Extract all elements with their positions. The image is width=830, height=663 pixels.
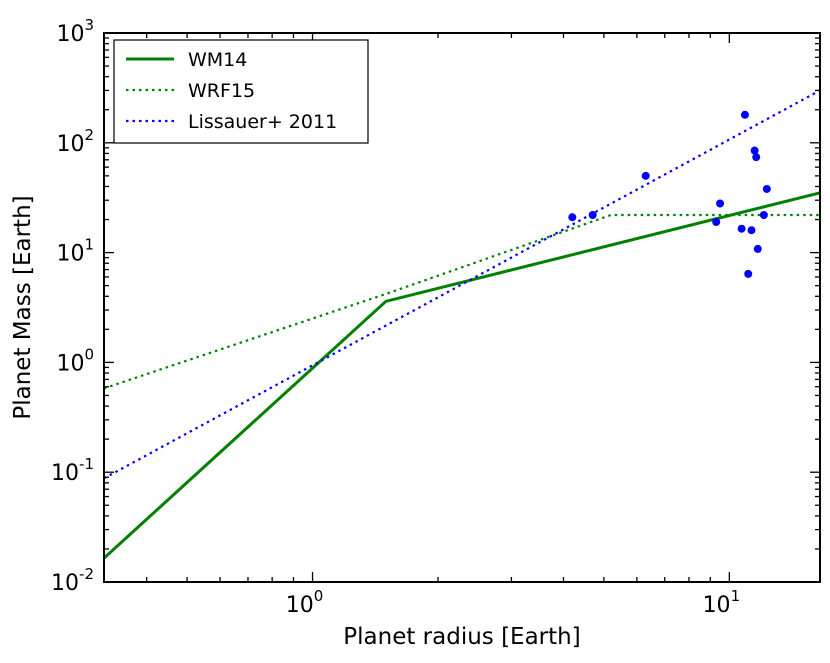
y-tick-label: 101: [56, 236, 94, 267]
scatter-point: [753, 244, 762, 253]
legend-box: [113, 39, 369, 144]
scatter-point: [750, 146, 759, 155]
y-tick-label: 103: [56, 16, 94, 47]
plot-area: [104, 89, 820, 560]
scatter-point: [740, 110, 749, 119]
plot-frame: [103, 32, 821, 583]
scatter-point: [716, 199, 725, 208]
series-line-wrf15: [104, 213, 820, 390]
x-axis-label: Planet radius [Earth]: [343, 624, 580, 650]
scatter-point: [641, 171, 650, 180]
y-tick-label: 10-1: [51, 455, 94, 486]
y-tick-label: 100: [56, 345, 94, 376]
y-axis-label: Planet Mass [Earth]: [10, 195, 36, 419]
scatter-point: [747, 226, 756, 235]
scatter-point: [737, 224, 746, 233]
scatter-point: [759, 211, 768, 219]
scatter-point: [762, 184, 771, 193]
scatter-point: [744, 269, 753, 278]
scatter-point: [752, 153, 761, 162]
scatter-point: [568, 213, 577, 222]
x-tick-label: 100: [286, 587, 324, 618]
series-line-wm14: [104, 191, 820, 560]
y-tick-label: 102: [56, 126, 94, 157]
ticks: 100 101 10-2 10-1 100 101 102 103: [51, 16, 820, 618]
scatter-point: [712, 217, 721, 226]
scatter-point: [588, 211, 597, 219]
legend-label-wrf15: WRF15: [188, 80, 255, 102]
y-tick-label: 10-2: [51, 565, 94, 596]
legend-label-wm14: WM14: [188, 49, 247, 71]
x-tick-label: 101: [703, 587, 741, 618]
legend-label-lissauer: Lissauer+ 2011: [188, 111, 337, 133]
legend: WM14 WRF15 Lissauer+ 2011: [113, 39, 369, 144]
series-line-lissauer-2011: [104, 89, 820, 480]
